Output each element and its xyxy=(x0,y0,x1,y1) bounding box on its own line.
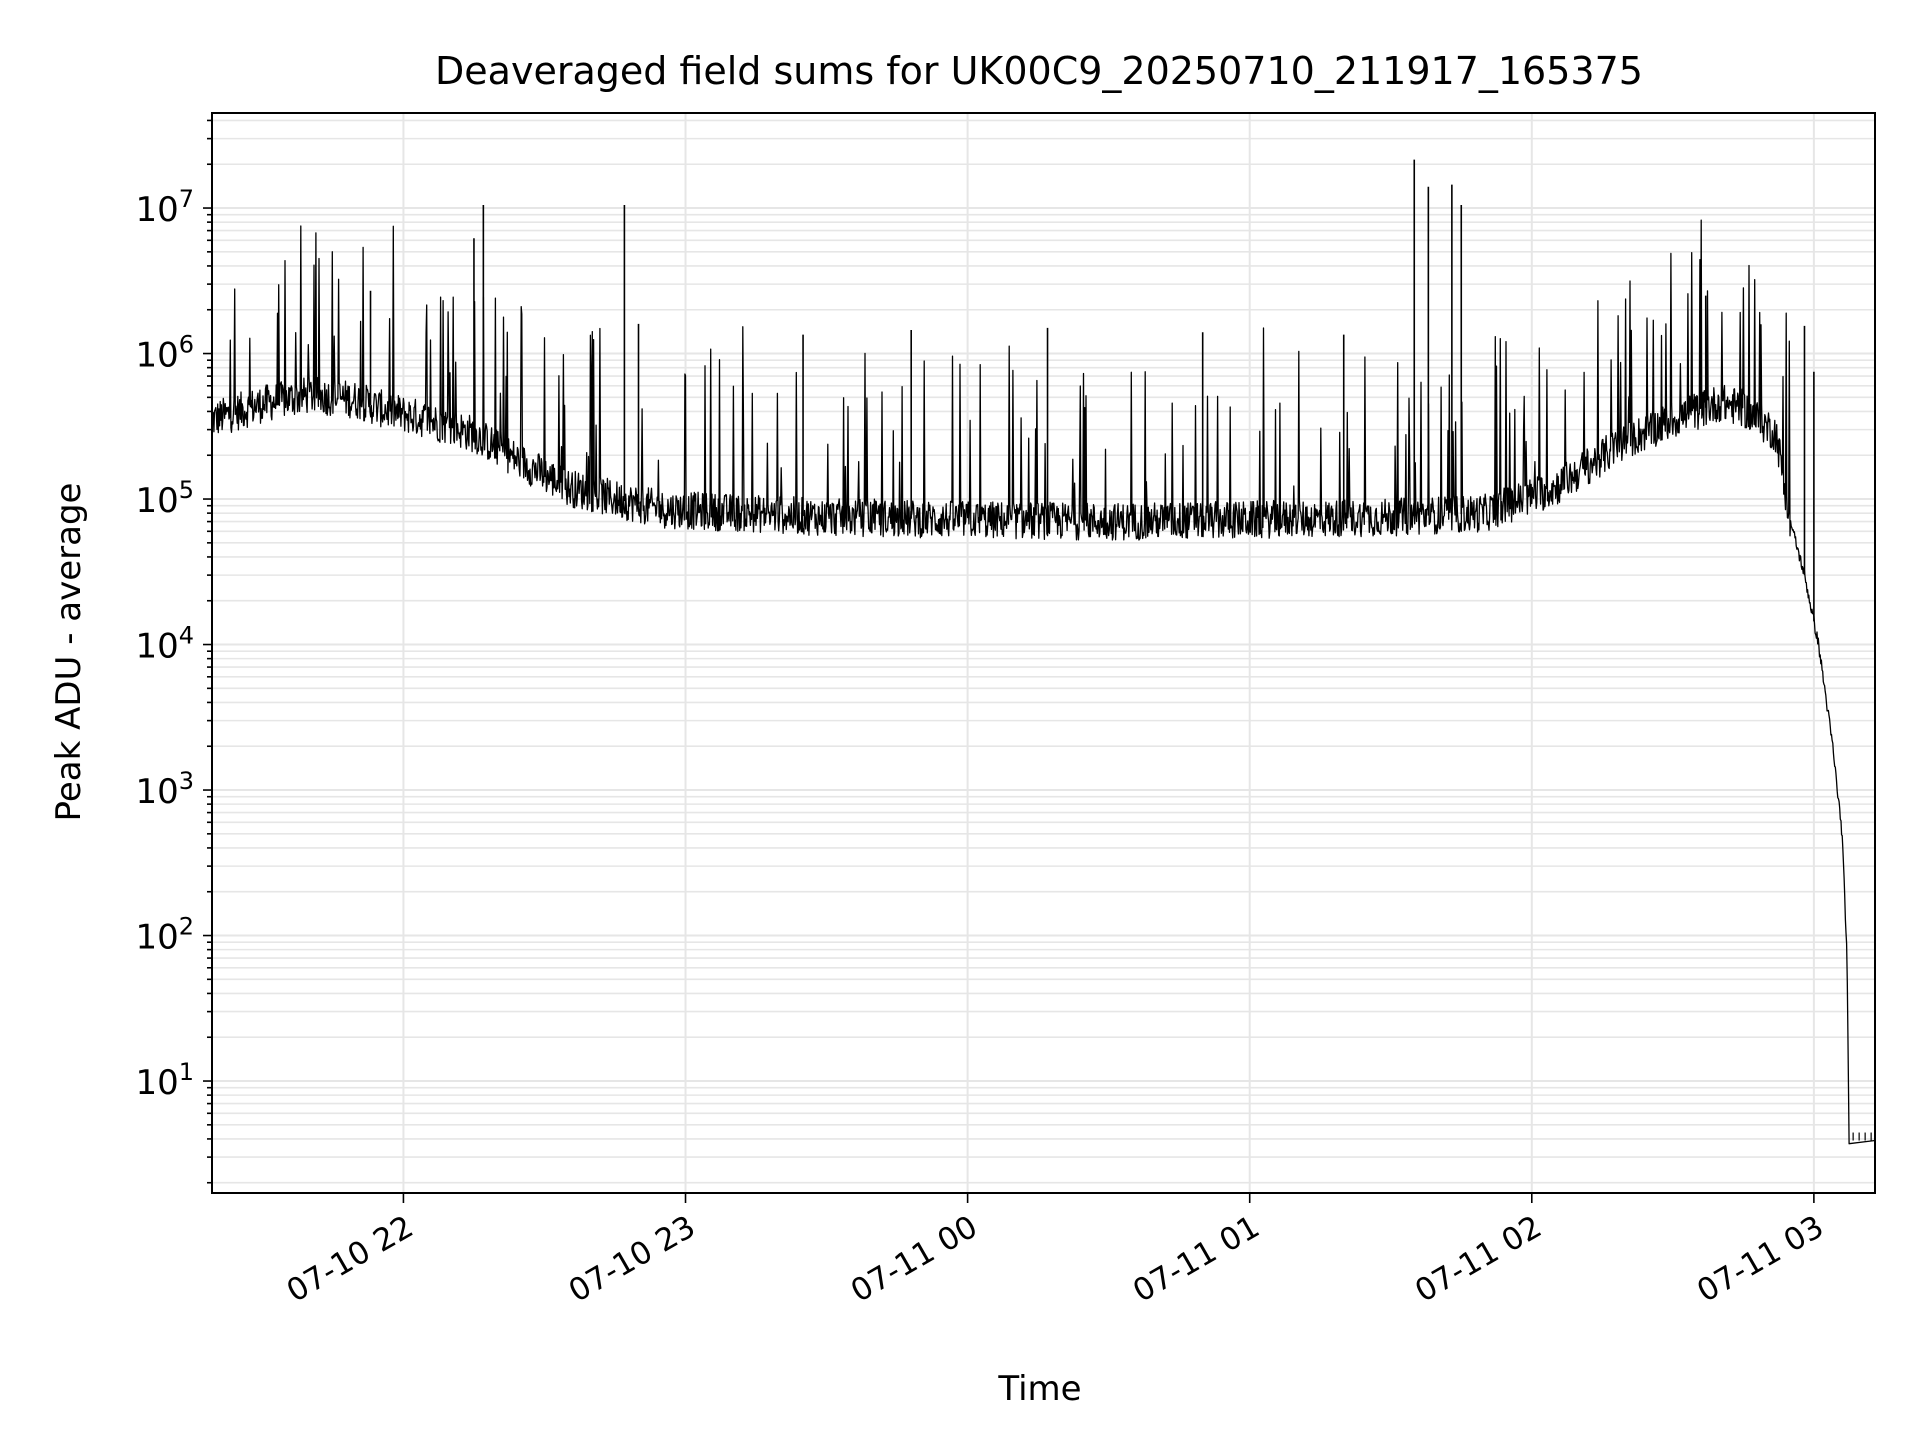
plot-frame xyxy=(211,112,1876,1194)
y-tick-label: 107 xyxy=(135,185,194,230)
y-tick-label: 103 xyxy=(135,767,194,812)
series-line xyxy=(211,219,1876,1145)
y-tick-label: 106 xyxy=(135,331,194,376)
chart-title: Deaveraged field sums for UK00C9_2025071… xyxy=(435,49,1643,93)
grid-layer xyxy=(212,113,1875,1193)
data-layer xyxy=(211,159,1876,1145)
y-axis-label: Peak ADU - average xyxy=(49,483,89,822)
y-tick-label: 101 xyxy=(135,1058,194,1103)
y-tick-label: 105 xyxy=(135,476,194,521)
y-tick-label: 104 xyxy=(135,622,194,667)
x-axis-label: Time xyxy=(997,1369,1081,1409)
y-tick-label: 102 xyxy=(135,913,194,958)
